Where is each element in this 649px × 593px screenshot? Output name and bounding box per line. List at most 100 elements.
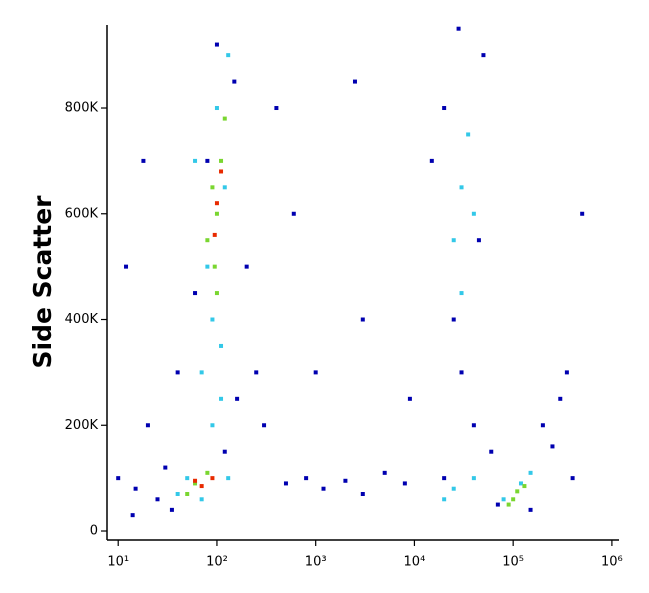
point [199,370,204,375]
point [214,211,219,216]
point [540,423,545,428]
point [222,185,227,190]
point [226,53,231,58]
point [199,497,204,502]
point [254,370,259,375]
point [442,497,447,502]
point [564,370,569,375]
point [163,465,168,470]
point [471,423,476,428]
point [193,158,198,163]
point [550,444,555,449]
point [199,484,204,489]
point [169,507,174,512]
point [580,211,585,216]
point [210,476,215,481]
point [456,26,461,31]
x-tick-label: 10⁶ [601,555,623,570]
point [489,449,494,454]
point [360,317,365,322]
point [291,211,296,216]
point [212,264,217,269]
point [313,370,318,375]
point [471,211,476,216]
point [212,232,217,237]
point [185,491,190,496]
point [402,481,407,486]
point [133,486,138,491]
point [481,53,486,58]
x-tick-label: 10² [206,555,228,570]
point [501,497,506,502]
point [360,491,365,496]
point [193,291,198,296]
y-axis-label: Side Scatter [28,195,57,369]
point [214,106,219,111]
point [495,502,500,507]
y-tick-label: 400K [65,312,99,327]
point [459,185,464,190]
point [193,478,198,483]
point [219,396,224,401]
point [130,513,135,518]
point [459,291,464,296]
point [262,423,267,428]
point [175,491,180,496]
point [226,476,231,481]
point [222,449,227,454]
point [175,370,180,375]
point [451,486,456,491]
point [471,476,476,481]
point [511,497,516,502]
point [506,502,511,507]
point [205,158,210,163]
point [451,238,456,243]
x-tick-label: 10⁵ [502,555,524,570]
point [459,370,464,375]
point [155,497,160,502]
point [476,238,481,243]
point [321,486,326,491]
point [518,481,523,486]
x-tick-label: 10¹ [107,555,129,570]
point [570,476,575,481]
point [219,169,224,174]
point [466,132,471,137]
point [304,476,309,481]
point [407,396,412,401]
point [214,201,219,206]
x-tick-label: 10⁴ [404,555,426,570]
point [214,291,219,296]
point [205,470,210,475]
point [442,106,447,111]
point [193,481,198,486]
y-tick-label: 600K [65,206,99,221]
point [205,238,210,243]
point [528,507,533,512]
y-tick-label: 0 [90,524,98,539]
x-tick-label: 10³ [305,555,327,570]
point [219,158,224,163]
point [352,79,357,84]
point [210,317,215,322]
point [382,470,387,475]
point [141,158,146,163]
y-tick-label: 200K [65,418,99,433]
point [274,106,279,111]
point [185,476,190,481]
point [222,116,227,121]
point [214,42,219,47]
point [522,484,527,489]
point [145,423,150,428]
point [116,476,121,481]
point [515,489,520,494]
point [124,264,129,269]
point [343,478,348,483]
point [558,396,563,401]
point [283,481,288,486]
point [210,185,215,190]
point [442,476,447,481]
point [429,158,434,163]
point [232,79,237,84]
